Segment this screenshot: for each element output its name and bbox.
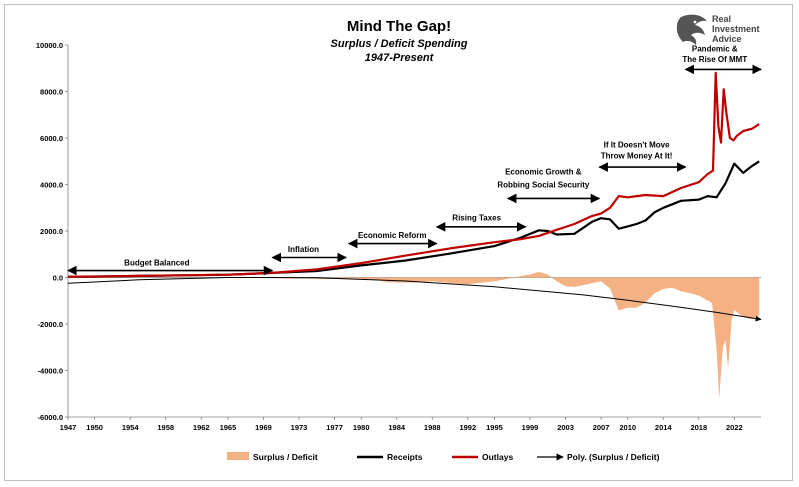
annotation-label: Pandemic & [692,45,738,54]
logo-line1: Real [712,14,731,24]
chart: Mind The Gap! Surplus / Deficit Spending… [36,14,762,462]
y-tick-label: -6000.0 [38,413,63,422]
x-tick-label: 1999 [522,423,539,432]
annotation-label: Budget Balanced [124,258,189,267]
x-tick-label: 1973 [291,423,308,432]
y-tick-label: 4000.0 [40,181,63,190]
logo-line2: Investment [712,24,760,34]
x-tick-label: 1965 [220,423,237,432]
x-tick-label: 1947 [60,423,77,432]
annotations: Budget Balanced Inflation Economic Reform R… [67,45,762,276]
chart-title: Mind The Gap! [347,18,451,35]
legend-swatch-surplus-deficit [227,452,249,460]
x-tick-label: 1988 [424,423,441,432]
x-tick-label: 1969 [255,423,272,432]
plot-area [67,71,762,399]
x-tick-label: 2003 [557,423,574,432]
series-poly-trendline [67,276,762,322]
chart-subtitle-line1: Surplus / Deficit Spending [331,38,468,50]
logo: Real Investment Advice [676,14,760,45]
chart-frame: Mind The Gap! Surplus / Deficit Spending… [4,4,793,481]
x-tick-label: 1958 [157,423,174,432]
annotation-label: If It Doesn't Move [604,140,670,149]
annotation-label: Economic Growth & [505,168,582,177]
x-tick-label: 2007 [593,423,610,432]
legend: Surplus / Deficit Receipts Outlays Poly. (S… [227,452,660,462]
legend-label-poly-surplus-deficit-: Poly. (Surplus / Deficit) [567,452,660,462]
x-tick-label: 2010 [619,423,636,432]
x-tick-label: 1980 [353,423,370,432]
y-tick-label: 6000.0 [40,134,63,143]
legend-label-outlays: Outlays [482,452,513,462]
y-tick-label: 2000.0 [40,227,63,236]
annotation-label: Rising Taxes [452,213,501,222]
y-tick-label: 0.0 [53,274,63,283]
y-tick-label: 8000.0 [40,88,63,97]
y-tick-label: -4000.0 [38,367,63,376]
x-tick-label: 1954 [122,423,140,432]
annotation-label: Robbing Social Security [497,181,590,190]
annotation-label: The Rise Of MMT [682,55,747,64]
annotation-label: Economic Reform [358,231,426,240]
x-tick-label: 1977 [326,423,343,432]
legend-label-receipts: Receipts [387,452,423,462]
x-tick-label: 2022 [726,423,743,432]
series-outlays-line [67,71,760,278]
y-axis: -6000.0 -4000.0 -2000.0 0.0 2000.0 4000.0 6000… [36,41,69,422]
legend-label-surplus-deficit: Surplus / Deficit [253,452,318,462]
x-tick-label: 1995 [486,423,503,432]
x-tick-label: 1992 [459,423,476,432]
series-surplus-deficit-area [68,271,760,399]
x-tick-label: 2014 [655,423,673,432]
y-tick-label: 10000.0 [36,41,63,50]
annotation-label: Throw Money At It! [601,151,673,160]
y-tick-label: -2000.0 [38,320,63,329]
x-tick-label: 1950 [86,423,103,432]
logo-line3: Advice [712,34,742,44]
x-axis: 1947 1950 1954 1958 1962 1965 1969 1973 1977 1980… [60,277,761,432]
eagle-head-icon [676,14,707,45]
chart-subtitle-line2: 1947-Present [365,52,435,64]
x-tick-label: 1962 [193,423,210,432]
annotation-label: Inflation [288,245,319,254]
x-tick-label: 1984 [388,423,406,432]
x-tick-label: 2018 [690,423,707,432]
